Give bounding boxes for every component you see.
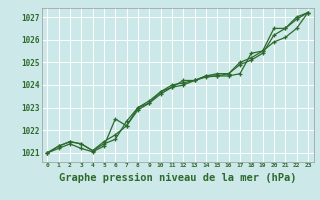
X-axis label: Graphe pression niveau de la mer (hPa): Graphe pression niveau de la mer (hPa) [59, 173, 296, 183]
